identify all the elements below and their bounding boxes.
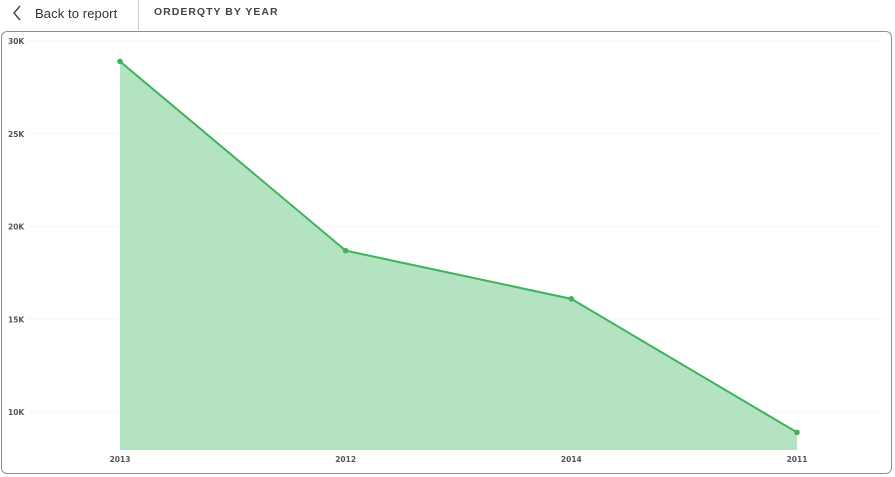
- data-point[interactable]: [117, 58, 123, 65]
- series-line: [119, 60, 798, 434]
- x-tick-label: 2012: [335, 455, 356, 464]
- chevron-left-icon: [12, 5, 22, 21]
- y-tick-label: 20K: [8, 223, 25, 232]
- y-tick-label: 15K: [8, 315, 25, 324]
- data-points: [117, 58, 800, 436]
- area-fill: [120, 61, 797, 450]
- y-tick-label: 10K: [8, 408, 25, 417]
- top-bar: Back to report ORDERQTY BY YEAR: [0, 0, 895, 30]
- y-axis-ticks: 10K 15K 20K 25K 30K: [8, 37, 25, 417]
- data-point[interactable]: [342, 247, 349, 254]
- x-tick-label: 2014: [561, 455, 582, 464]
- y-tick-label: 30K: [8, 37, 25, 46]
- x-tick-label: 2011: [787, 455, 808, 464]
- back-label: Back to report: [35, 5, 118, 21]
- data-point[interactable]: [794, 429, 800, 436]
- page-title: ORDERQTY BY YEAR: [154, 6, 279, 18]
- header-divider: [138, 0, 139, 30]
- y-tick-label: 25K: [8, 130, 25, 139]
- back-to-report-button[interactable]: Back to report: [12, 0, 117, 26]
- x-axis-ticks: 2013 2012 2014 2011: [110, 455, 808, 464]
- x-tick-label: 2013: [110, 455, 131, 464]
- data-point[interactable]: [568, 296, 575, 302]
